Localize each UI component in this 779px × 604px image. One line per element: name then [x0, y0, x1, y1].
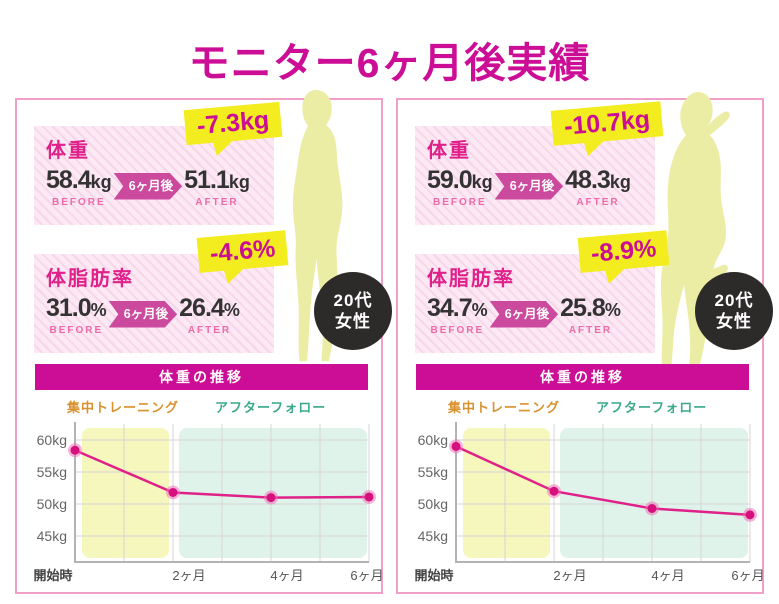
body-fat-before-value: 31.0%	[46, 294, 107, 322]
before-caption: BEFORE	[433, 197, 487, 208]
training-zone	[82, 428, 169, 558]
data-point	[451, 441, 461, 451]
x-tick-label: 6ヶ月	[731, 568, 764, 583]
training-zone-label: 集中トレーニング	[448, 400, 561, 415]
weight-after-value: 48.3kg	[565, 166, 631, 194]
before-caption: BEFORE	[430, 325, 485, 336]
y-tick-label: 55kg	[418, 464, 448, 480]
after-caption: AFTER	[568, 325, 613, 336]
woman-silhouette	[660, 91, 730, 375]
x-tick-label: 2ヶ月	[172, 568, 205, 583]
six-months-arrow-badge: 6ヶ月後	[113, 173, 183, 200]
page-title: モニター6ヶ月後実績	[188, 40, 591, 87]
y-tick-label: 45kg	[37, 528, 67, 544]
monitor-panel-1: 体重 58.4kg BEFORE 6ヶ月後 51.1kg AFTER -7.3k…	[15, 90, 392, 594]
y-tick-label: 50kg	[418, 496, 448, 512]
monitor-panel-2: 体重 59.0kg BEFORE 6ヶ月後 48.3kg AFTER -10.7…	[396, 91, 773, 594]
body-fat-before-value: 34.7%	[427, 294, 488, 322]
body-fat-after-value: 25.8%	[560, 294, 621, 322]
follow-zone-label: アフターフォロー	[215, 400, 327, 415]
x-tick-label: 2ヶ月	[553, 568, 586, 583]
data-point	[745, 510, 755, 520]
x-tick-label: 4ヶ月	[651, 568, 684, 583]
chart-title-bar: 体重の推移	[416, 364, 749, 390]
x-tick-label: 開始時	[414, 568, 453, 583]
follow-zone	[560, 428, 748, 558]
data-point	[364, 492, 374, 502]
after-caption: AFTER	[187, 325, 232, 336]
data-point	[266, 493, 276, 503]
weight-transition-chart: 60kg 55kg 50kg 45kg 開始時 2ヶ月 4ヶ月 6ヶ月	[33, 422, 384, 583]
six-months-arrow-badge: 6ヶ月後	[108, 301, 178, 328]
chart-title-bar: 体重の推移	[35, 364, 368, 390]
data-point	[70, 445, 80, 455]
y-tick-label: 60kg	[418, 432, 448, 448]
weight-transition-chart: 60kg 55kg 50kg 45kg 開始時 2ヶ月 4ヶ月 6ヶ月	[414, 422, 765, 583]
follow-zone-label: アフターフォロー	[596, 400, 708, 415]
six-months-arrow-badge: 6ヶ月後	[494, 173, 564, 200]
body-fat-label: 体脂肪率	[427, 268, 515, 290]
weight-line	[455, 445, 751, 517]
weight-after-value: 51.1kg	[184, 166, 250, 194]
data-point	[168, 487, 178, 497]
weight-metric-box: 体重 58.4kg BEFORE 6ヶ月後 51.1kg AFTER	[34, 126, 274, 225]
x-tick-label: 開始時	[33, 568, 72, 583]
weight-before-value: 58.4kg	[46, 166, 112, 194]
weight-metric-box: 体重 59.0kg BEFORE 6ヶ月後 48.3kg AFTER	[415, 126, 655, 225]
x-tick-label: 6ヶ月	[350, 568, 383, 583]
before-caption: BEFORE	[49, 325, 104, 336]
y-tick-label: 45kg	[418, 528, 448, 544]
before-caption: BEFORE	[52, 197, 106, 208]
after-caption: AFTER	[195, 197, 239, 208]
training-zone-label: 集中トレーニング	[67, 400, 180, 415]
weight-before-value: 59.0kg	[427, 166, 493, 194]
body-fat-label: 体脂肪率	[46, 268, 134, 290]
y-tick-label: 55kg	[37, 464, 67, 480]
training-zone	[463, 428, 550, 558]
x-tick-label: 4ヶ月	[270, 568, 303, 583]
weight-label: 体重	[46, 140, 90, 162]
after-caption: AFTER	[576, 197, 620, 208]
body-fat-after-value: 26.4%	[179, 294, 240, 322]
data-point	[647, 503, 657, 513]
weight-label: 体重	[427, 140, 471, 162]
data-point	[549, 486, 559, 496]
six-months-arrow-badge: 6ヶ月後	[489, 301, 559, 328]
y-tick-label: 60kg	[37, 432, 67, 448]
demographic-badge: 20代 女性	[314, 272, 392, 350]
y-tick-label: 50kg	[37, 496, 67, 512]
weight-line	[74, 449, 370, 499]
demographic-badge: 20代 女性	[695, 272, 773, 350]
